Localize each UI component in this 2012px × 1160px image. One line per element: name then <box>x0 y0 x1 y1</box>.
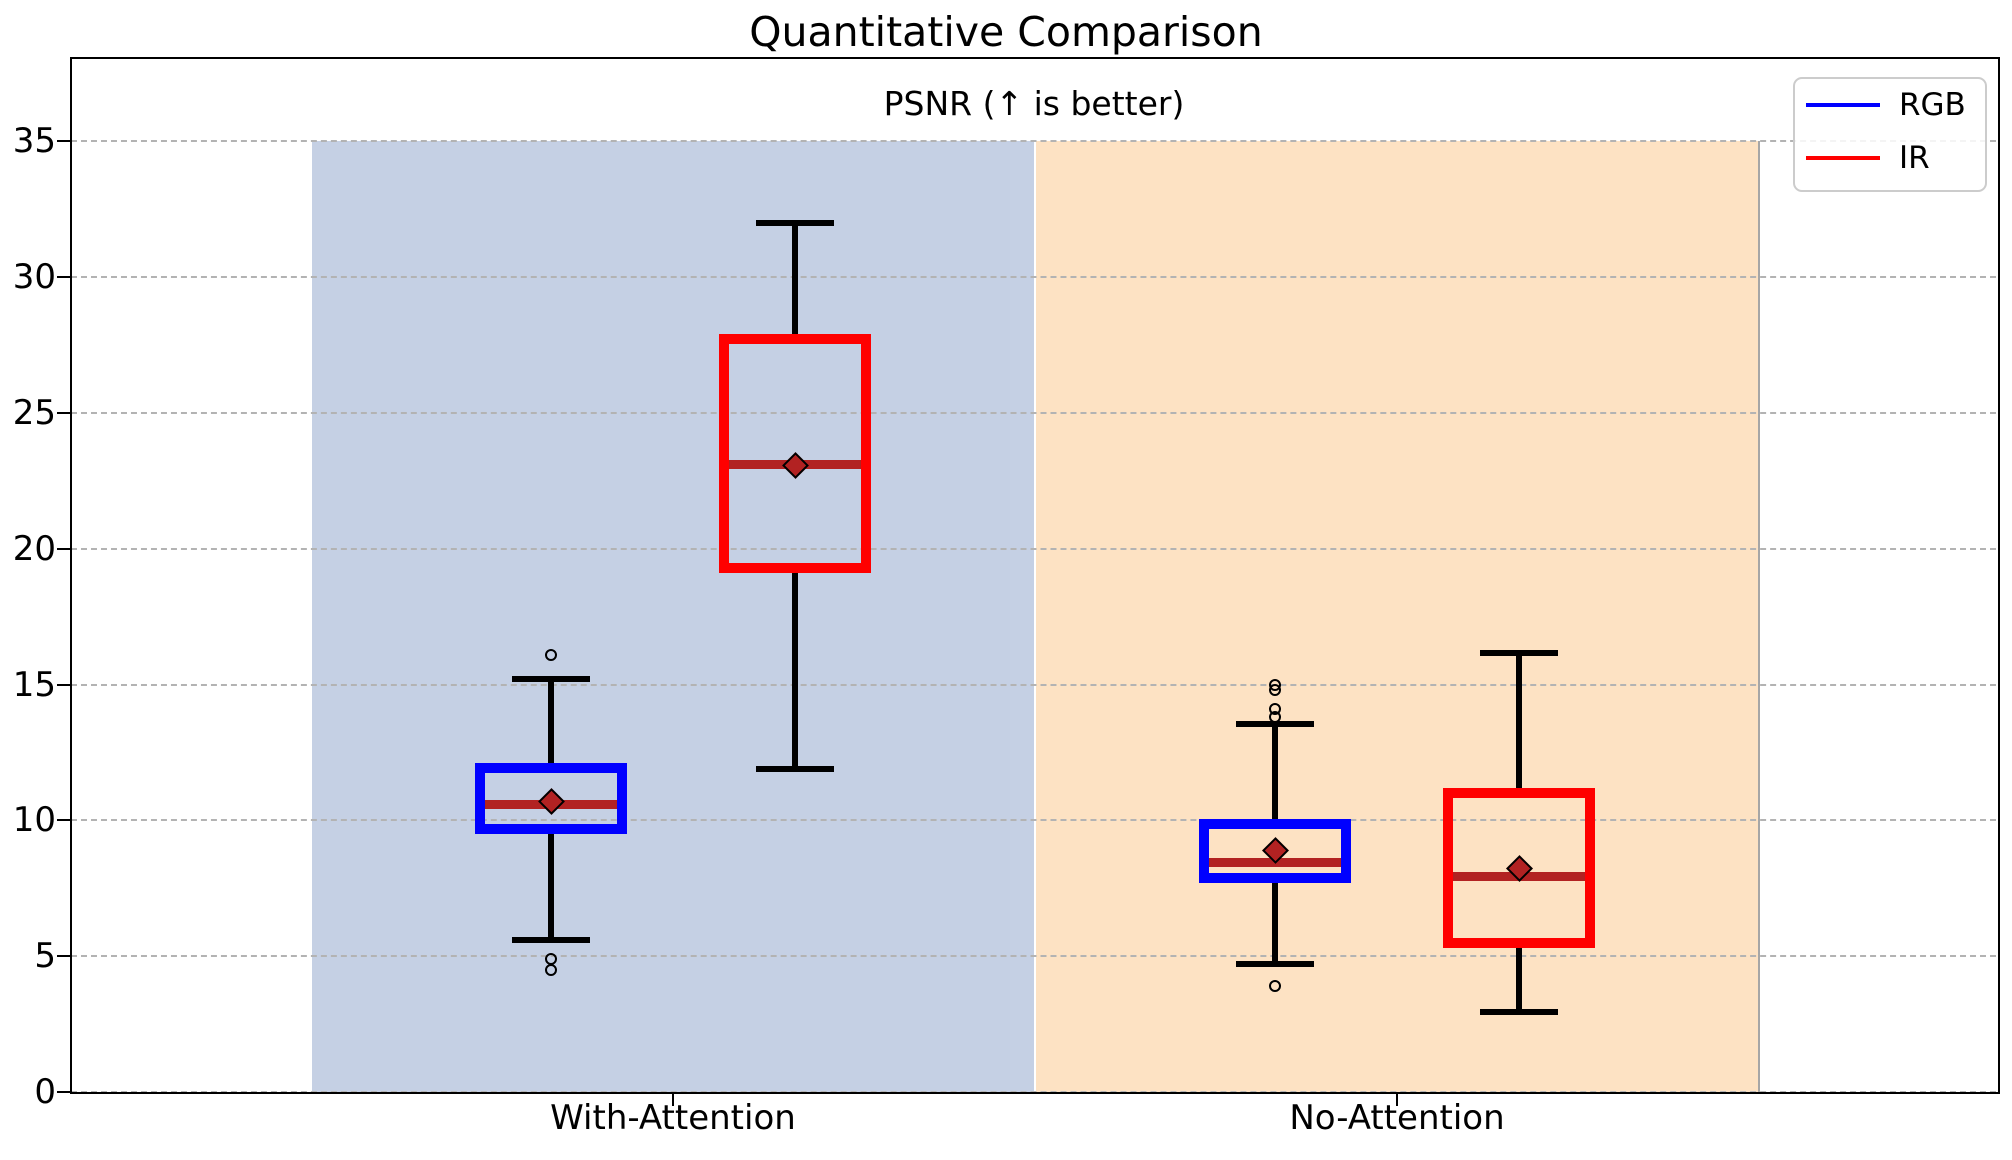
outlier-With-Attention-RGB-0 <box>545 648 557 661</box>
gridline-y-20 <box>71 547 1996 550</box>
whisker-upper-With-Attention-RGB <box>548 679 554 764</box>
category-band-0 <box>312 141 1034 1092</box>
outlier-No-Attention-RGB-4 <box>1269 980 1281 993</box>
y-tick-mark <box>57 547 71 550</box>
y-tick-label: 5 <box>34 936 56 977</box>
gridline-y-25 <box>71 412 1996 415</box>
gridline-y-30 <box>71 276 1996 279</box>
box-With-Attention-RGB <box>475 763 627 834</box>
cap-upper-With-Attention-IR <box>756 219 834 226</box>
y-tick-mark <box>57 140 71 143</box>
box-No-Attention-RGB <box>1199 819 1351 883</box>
y-tick-label: 20 <box>12 528 56 569</box>
whisker-upper-No-Attention-IR <box>1516 653 1522 788</box>
y-tick-mark <box>57 819 71 822</box>
cap-lower-With-Attention-RGB <box>512 936 590 943</box>
cap-upper-With-Attention-RGB <box>512 676 590 683</box>
legend-label-rgb: RGB <box>1899 87 1966 123</box>
whisker-lower-No-Attention-RGB <box>1272 882 1278 965</box>
cap-lower-With-Attention-IR <box>756 765 834 772</box>
band-separator-line <box>1758 141 1760 1092</box>
gridline-y-35 <box>71 140 1996 143</box>
gridline-y-10 <box>71 819 1996 822</box>
outlier-No-Attention-RGB-3 <box>1269 711 1281 724</box>
cap-upper-No-Attention-RGB <box>1236 721 1314 727</box>
y-tick-mark <box>57 276 71 279</box>
y-tick-mark <box>57 412 71 415</box>
category-band-1 <box>1036 141 1758 1092</box>
x-tick-mark <box>672 1092 674 1106</box>
y-tick-label: 25 <box>12 393 56 434</box>
gridline-y-5 <box>71 955 1996 958</box>
outlier-With-Attention-RGB-2 <box>545 963 557 976</box>
y-tick-label: 0 <box>34 1072 56 1112</box>
cap-lower-No-Attention-IR <box>1480 1008 1558 1015</box>
whisker-upper-With-Attention-IR <box>792 222 798 335</box>
legend-item-ir: IR <box>1795 132 1985 184</box>
gridline-y-0 <box>71 1091 1996 1093</box>
box-With-Attention-IR <box>719 334 871 574</box>
whisker-lower-With-Attention-RGB <box>548 833 554 940</box>
y-tick-label: 35 <box>12 121 56 162</box>
cap-lower-No-Attention-RGB <box>1236 961 1314 968</box>
rgb-line-swatch <box>1806 103 1880 107</box>
y-tick-label: 10 <box>12 800 56 841</box>
chart-title: Quantitative Comparison <box>749 8 1263 56</box>
box-No-Attention-IR <box>1443 787 1595 949</box>
y-tick-label: 30 <box>12 257 56 298</box>
legend: RGB IR <box>1793 77 1987 192</box>
whisker-lower-No-Attention-IR <box>1516 948 1522 1012</box>
gridline-y-15 <box>71 683 1996 686</box>
legend-item-rgb: RGB <box>1795 79 1985 131</box>
ir-line-swatch <box>1806 156 1880 160</box>
outlier-No-Attention-RGB-1 <box>1269 684 1281 697</box>
legend-label-ir: IR <box>1899 140 1930 176</box>
y-tick-mark <box>57 955 71 958</box>
y-tick-label: 15 <box>12 664 56 705</box>
whisker-lower-With-Attention-IR <box>792 573 798 769</box>
cap-upper-No-Attention-IR <box>1480 650 1558 657</box>
whisker-upper-No-Attention-RGB <box>1272 724 1278 820</box>
y-tick-mark <box>57 683 71 686</box>
x-tick-mark <box>1396 1092 1398 1106</box>
y-tick-mark <box>57 1091 71 1093</box>
axis-title: PSNR (↑ is better) <box>883 84 1185 123</box>
